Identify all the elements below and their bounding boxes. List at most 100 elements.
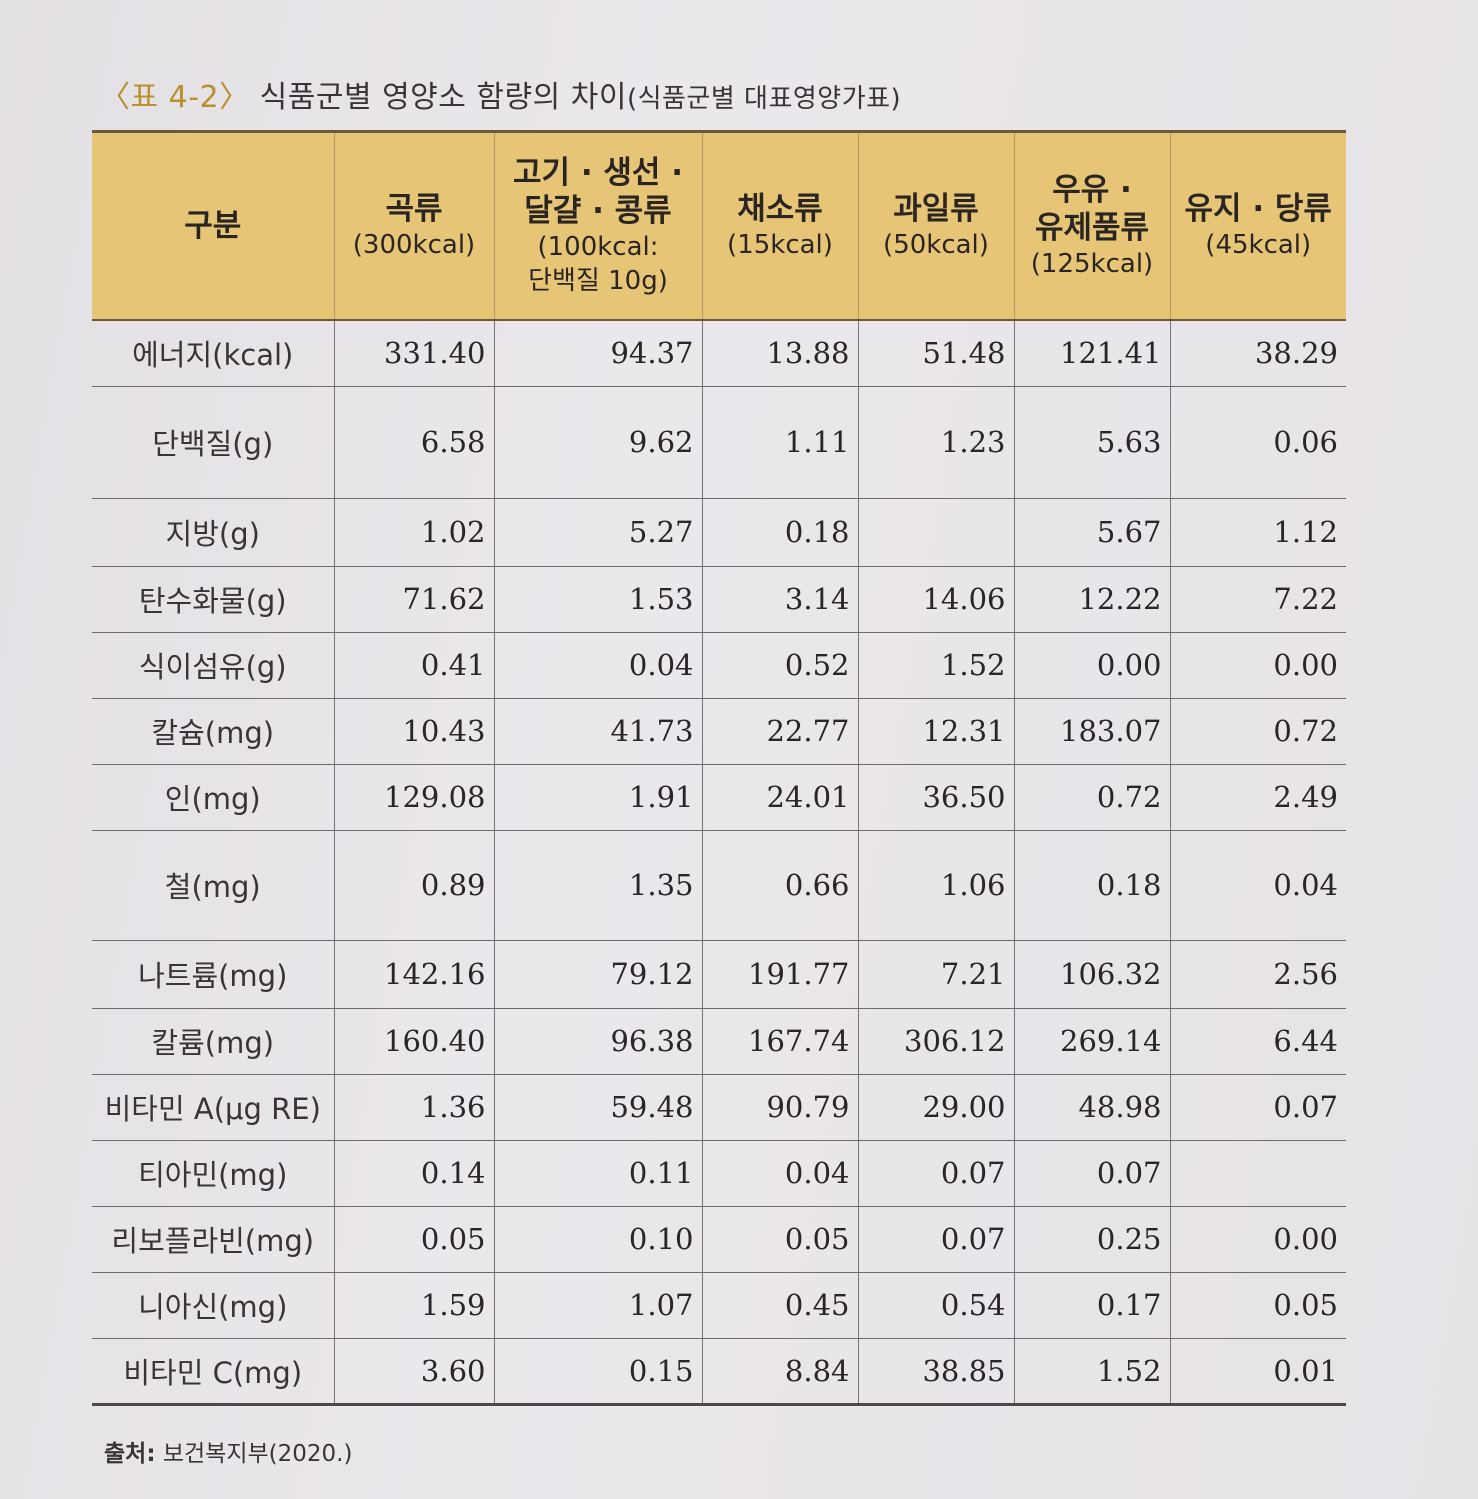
- header-category: 구분: [92, 130, 335, 321]
- table-cell: 0.25: [1014, 1206, 1171, 1273]
- table-row: 탄수화물(g) 71.62 1.53 3.14 14.06 12.22 7.22: [92, 566, 1346, 633]
- row-label: 탄수화물(g): [92, 566, 335, 633]
- row-label: 식이섬유(g): [92, 632, 335, 699]
- table-row: 비타민 C(mg) 3.60 0.15 8.84 38.85 1.52 0.01: [92, 1338, 1346, 1406]
- source-note: 출처: 보건복지부(2020.): [104, 1434, 352, 1468]
- table-cell: 59.48: [494, 1074, 703, 1141]
- table-cell: 0.18: [1014, 830, 1171, 941]
- header-milk-dairy: 우유 · 유제품류 (125kcal): [1014, 130, 1171, 321]
- table-cell: 0.04: [702, 1140, 859, 1207]
- table-cell: 0.07: [858, 1206, 1015, 1273]
- table-cell: 191.77: [702, 940, 859, 1009]
- table-row: 인(mg) 129.08 1.91 24.01 36.50 0.72 2.49: [92, 764, 1346, 831]
- table-cell: 1.35: [494, 830, 703, 941]
- table-cell: 167.74: [702, 1008, 859, 1075]
- table-cell: 38.85: [858, 1338, 1015, 1406]
- table-cell: 0.18: [702, 498, 859, 567]
- table-cell: 106.32: [1014, 940, 1171, 1009]
- table-cell: 7.22: [1170, 566, 1346, 633]
- table-cell: 5.27: [494, 498, 703, 567]
- table-number: 〈표 4-2〉: [100, 80, 250, 115]
- row-label: 칼륨(mg): [92, 1008, 335, 1075]
- source-text: 보건복지부(2020.): [162, 1441, 353, 1467]
- table-row: 티아민(mg) 0.14 0.11 0.04 0.07 0.07: [92, 1140, 1346, 1207]
- table-cell: 1.06: [858, 830, 1015, 941]
- row-label: 니아신(mg): [92, 1272, 335, 1339]
- table-header-row: 구분 곡류 (300kcal) 고기 · 생선 · 달걀 · 콩류 (100kc…: [92, 130, 1346, 321]
- table-cell: 0.45: [702, 1272, 859, 1339]
- table-cell: 7.21: [858, 940, 1015, 1009]
- table-cell: 36.50: [858, 764, 1015, 831]
- table-cell: 0.05: [334, 1206, 495, 1273]
- row-label: 인(mg): [92, 764, 335, 831]
- table-cell: 121.41: [1014, 320, 1171, 387]
- table-cell: 3.14: [702, 566, 859, 633]
- table-cell: 1.02: [334, 498, 495, 567]
- table-row: 비타민 A(μg RE) 1.36 59.48 90.79 29.00 48.9…: [92, 1074, 1346, 1141]
- row-label: 에너지(kcal): [92, 320, 335, 387]
- table-cell: 1.52: [1014, 1338, 1171, 1406]
- table-cell: 0.66: [702, 830, 859, 941]
- table-cell: 0.07: [1014, 1140, 1171, 1207]
- table-cell: 0.54: [858, 1272, 1015, 1339]
- table-cell: 0.11: [494, 1140, 703, 1207]
- row-label: 비타민 C(mg): [92, 1338, 335, 1406]
- table-cell: 160.40: [334, 1008, 495, 1075]
- row-label: 비타민 A(μg RE): [92, 1074, 335, 1141]
- table-row: 나트륨(mg) 142.16 79.12 191.77 7.21 106.32 …: [92, 940, 1346, 1009]
- table-cell: 12.31: [858, 698, 1015, 765]
- table-cell: 10.43: [334, 698, 495, 765]
- table-cell: 96.38: [494, 1008, 703, 1075]
- table-cell: 1.23: [858, 386, 1015, 499]
- table-cell: 1.07: [494, 1272, 703, 1339]
- header-oils-sugars: 유지 · 당류 (45kcal): [1170, 130, 1346, 321]
- table-row: 에너지(kcal) 331.40 94.37 13.88 51.48 121.4…: [92, 320, 1346, 387]
- table-cell: 0.06: [1170, 386, 1346, 499]
- table-cell: 1.36: [334, 1074, 495, 1141]
- table-cell: 129.08: [334, 764, 495, 831]
- table-cell: 5.63: [1014, 386, 1171, 499]
- table-cell: 0.07: [1170, 1074, 1346, 1141]
- table-cell: 0.01: [1170, 1338, 1346, 1406]
- table-cell: 0.05: [1170, 1272, 1346, 1339]
- table-cell: 79.12: [494, 940, 703, 1009]
- table-cell: 1.53: [494, 566, 703, 633]
- table-cell: 0.15: [494, 1338, 703, 1406]
- table-cell: 5.67: [1014, 498, 1171, 567]
- row-label: 리보플라빈(mg): [92, 1206, 335, 1273]
- table-row: 리보플라빈(mg) 0.05 0.10 0.05 0.07 0.25 0.00: [92, 1206, 1346, 1273]
- table-cell: 22.77: [702, 698, 859, 765]
- table-cell: 1.91: [494, 764, 703, 831]
- table-cell: 0.00: [1170, 632, 1346, 699]
- table-cell: 306.12: [858, 1008, 1015, 1075]
- table-row: 단백질(g) 6.58 9.62 1.11 1.23 5.63 0.06: [92, 386, 1346, 499]
- table-cell: 0.14: [334, 1140, 495, 1207]
- table-cell: 6.58: [334, 386, 495, 499]
- table-cell: 1.11: [702, 386, 859, 499]
- table-cell: 13.88: [702, 320, 859, 387]
- table-row: 지방(g) 1.02 5.27 0.18 5.67 1.12: [92, 498, 1346, 567]
- table-cell: 48.98: [1014, 1074, 1171, 1141]
- table-title: 식품군별 영양소 함량의 차이: [259, 80, 627, 115]
- table-cell: 1.12: [1170, 498, 1346, 567]
- table-cell: 0.41: [334, 632, 495, 699]
- row-label: 단백질(g): [92, 386, 335, 499]
- header-vegetables: 채소류 (15kcal): [702, 130, 859, 321]
- table-cell: 2.49: [1170, 764, 1346, 831]
- header-fruits: 과일류 (50kcal): [858, 130, 1015, 321]
- table-cell: 0.05: [702, 1206, 859, 1273]
- table-row: 니아신(mg) 1.59 1.07 0.45 0.54 0.17 0.05: [92, 1272, 1346, 1339]
- table-row: 철(mg) 0.89 1.35 0.66 1.06 0.18 0.04: [92, 830, 1346, 941]
- table-cell: 29.00: [858, 1074, 1015, 1141]
- table-cell: 6.44: [1170, 1008, 1346, 1075]
- table-cell: [858, 498, 1015, 567]
- header-meat-fish-egg-beans: 고기 · 생선 · 달걀 · 콩류 (100kcal: 단백질 10g): [494, 130, 703, 321]
- table-cell: 0.07: [858, 1140, 1015, 1207]
- table-cell: 0.89: [334, 830, 495, 941]
- table-cell: 183.07: [1014, 698, 1171, 765]
- table-cell: [1170, 1140, 1346, 1207]
- table-cell: 90.79: [702, 1074, 859, 1141]
- row-label: 티아민(mg): [92, 1140, 335, 1207]
- table-body: 에너지(kcal) 331.40 94.37 13.88 51.48 121.4…: [92, 320, 1346, 1406]
